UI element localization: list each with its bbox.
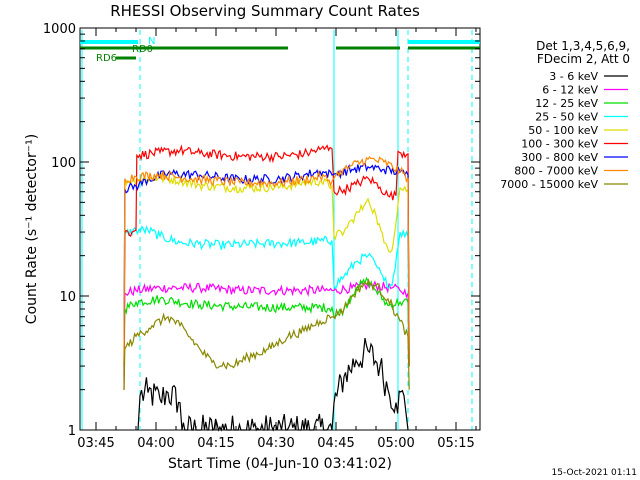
x-tick-label-3: 04:30 xyxy=(257,436,294,451)
series-line-3 xyxy=(123,224,410,367)
x-tick-label-0: 03:45 xyxy=(77,436,114,451)
y-tick-label-2: 100 xyxy=(51,156,76,171)
chart-title: RHESSI Observing Summary Count Rates xyxy=(110,2,420,20)
x-tick-label-2: 04:15 xyxy=(197,436,234,451)
x-tick-label-4: 04:45 xyxy=(317,436,354,451)
legend-label-6: 300 - 800 keV xyxy=(521,151,598,164)
segment-label-rd0: RD0 xyxy=(132,44,153,55)
legend-header-line-2: FDecim 2, Att 0 xyxy=(537,52,630,66)
legend-label-8: 7000 - 15000 keV xyxy=(500,178,598,191)
legend-label-2: 12 - 25 keV xyxy=(535,97,598,110)
series-line-6 xyxy=(123,162,410,367)
x-axis-label: Start Time (04-Jun-10 03:41:02) xyxy=(168,456,392,472)
series-line-7 xyxy=(123,156,410,367)
series-line-1 xyxy=(123,280,410,367)
legend-header-line-1: Det 1,3,4,5,6,9, xyxy=(536,39,630,53)
legend-label-5: 100 - 300 keV xyxy=(521,138,598,151)
legend: Det 1,3,4,5,6,9, FDecim 2, Att 0 3 - 6 k… xyxy=(500,39,630,191)
x-tick-label-1: 04:00 xyxy=(137,436,174,451)
y-tick-label-1: 10 xyxy=(59,290,76,305)
legend-label-3: 25 - 50 keV xyxy=(535,111,598,124)
y-tick-label-3: 1000 xyxy=(43,22,76,37)
footer-date: 15-Oct-2021 01:11 xyxy=(552,468,637,478)
segment-label-rd6: RD6 xyxy=(96,53,117,64)
series-line-5 xyxy=(123,144,410,390)
legend-label-0: 3 - 6 keV xyxy=(549,70,598,83)
series-line-4 xyxy=(123,172,410,367)
plot-frame xyxy=(79,27,481,431)
axes: 03:45 04:00 04:15 04:30 04:45 05:00 05:15 1 10 10… xyxy=(43,22,480,451)
series-line-0 xyxy=(137,337,409,432)
x-tick-label-5: 05:00 xyxy=(377,436,414,451)
y-tick-label-0: 1 xyxy=(68,424,76,439)
legend-label-7: 800 - 7000 keV xyxy=(514,165,598,178)
series-line-8 xyxy=(123,278,410,390)
legend-label-1: 6 - 12 keV xyxy=(542,84,598,97)
legend-label-4: 50 - 100 keV xyxy=(528,124,598,137)
x-tick-label-6: 05:15 xyxy=(437,436,474,451)
y-axis-label: Count Rate (s⁻¹ detector⁻¹) xyxy=(24,134,40,324)
segment-label-n: N xyxy=(148,36,155,47)
